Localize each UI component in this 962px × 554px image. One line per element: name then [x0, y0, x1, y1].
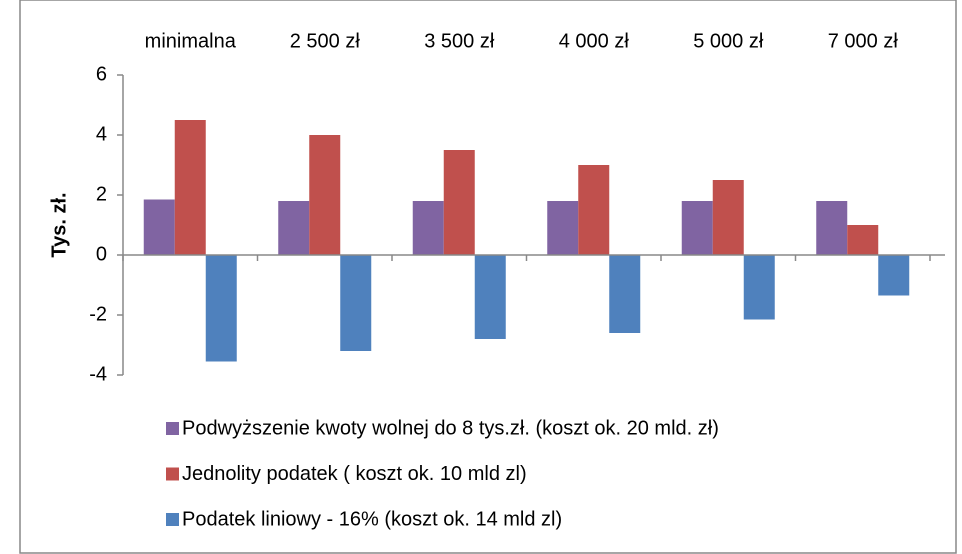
legend-label: Jednolity podatek ( koszt ok. 10 mld zl) — [182, 463, 527, 485]
y-tick-label: 4 — [96, 123, 107, 145]
bar — [309, 135, 341, 255]
y-axis-label: Tys. zł. — [48, 192, 70, 257]
bar — [474, 255, 506, 339]
x-tick-label: 7 000 zł — [828, 30, 899, 52]
bar — [878, 255, 910, 296]
bar — [681, 201, 713, 255]
bar — [609, 255, 641, 333]
bar — [278, 201, 310, 255]
bar — [443, 150, 475, 255]
x-tick-label: 4 000 zł — [559, 30, 630, 52]
legend-swatch — [166, 513, 179, 526]
legend-swatch — [166, 467, 179, 481]
legend-label: Podwyższenie kwoty wolnej do 8 tys.zł. (… — [182, 417, 719, 439]
bar — [578, 165, 610, 255]
bar — [412, 201, 444, 255]
bar — [143, 199, 175, 255]
bar — [174, 120, 206, 255]
y-tick-label: -2 — [89, 303, 107, 325]
legend-swatch — [166, 422, 179, 435]
bar — [547, 201, 579, 255]
x-tick-label: 2 500 zł — [290, 30, 361, 52]
y-tick-label: 6 — [96, 63, 107, 85]
bar — [816, 201, 848, 255]
bar — [847, 225, 879, 255]
bar — [712, 180, 744, 255]
x-tick-label: 5 000 zł — [693, 30, 764, 52]
y-tick-label: 2 — [96, 183, 107, 205]
y-tick-label: 0 — [96, 243, 107, 265]
bar — [205, 255, 237, 362]
bar — [340, 255, 372, 351]
bar — [743, 255, 775, 320]
legend-label: Podatek liniowy - 16% (koszt ok. 14 mld … — [182, 508, 562, 530]
y-tick-label: -4 — [89, 363, 107, 385]
x-tick-label: minimalna — [145, 30, 237, 52]
x-tick-label: 3 500 zł — [424, 30, 495, 52]
